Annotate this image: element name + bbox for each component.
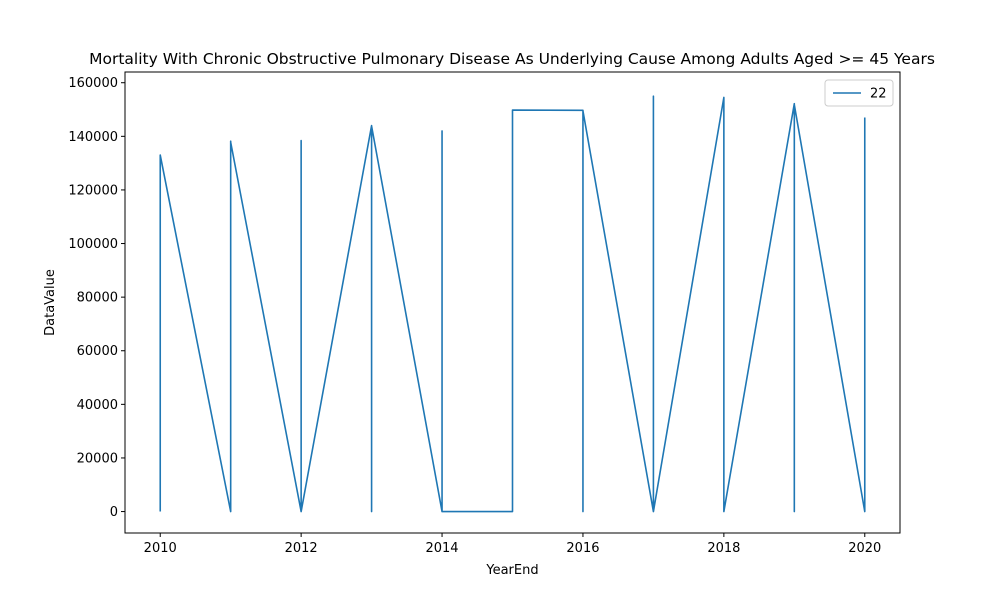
y-axis: 0 20000 40000 60000 80000 100000 120000 140000 1… <box>68 76 125 520</box>
x-tick-label: 2020 <box>848 541 881 556</box>
x-tick-label: 2012 <box>285 541 318 556</box>
x-tick-label: 2014 <box>425 541 458 556</box>
y-tick-label: 0 <box>110 505 118 520</box>
x-axis-label: YearEnd <box>485 563 538 578</box>
y-tick-label: 100000 <box>68 237 118 252</box>
x-axis: 2010 2012 2014 2016 2018 2020 <box>144 533 881 556</box>
y-tick-label: 120000 <box>68 183 118 198</box>
series-line-22 <box>159 95 866 513</box>
plot-area <box>159 95 866 513</box>
y-tick-label: 80000 <box>77 291 118 306</box>
chart-title: Mortality With Chronic Obstructive Pulmo… <box>89 50 935 68</box>
y-tick-label: 140000 <box>68 130 118 145</box>
x-tick-label: 2016 <box>566 541 599 556</box>
x-tick-label: 2018 <box>707 541 740 556</box>
legend: 22 <box>824 79 894 107</box>
y-tick-label: 160000 <box>68 76 118 91</box>
legend-label: 22 <box>870 87 887 102</box>
y-tick-label: 20000 <box>77 451 118 466</box>
plot-frame <box>124 71 901 534</box>
y-tick-label: 40000 <box>77 398 118 413</box>
x-tick-label: 2010 <box>144 541 177 556</box>
y-axis-label: DataValue <box>43 269 58 336</box>
y-tick-label: 60000 <box>77 344 118 359</box>
